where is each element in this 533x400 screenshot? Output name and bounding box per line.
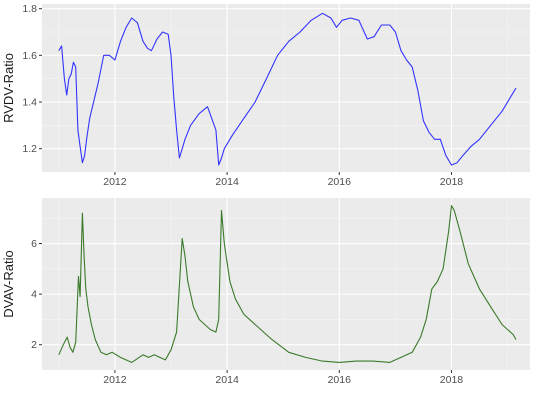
dvav-x-tick-label: 2012: [103, 374, 127, 386]
rvdv-y-axis-title: RVDV-Ratio: [1, 53, 16, 123]
dvav-series-line: [58, 205, 517, 363]
dvav-x-tick-label: 2018: [440, 374, 464, 386]
rvdv-y-tick-label: 1.6: [22, 50, 37, 62]
dvav-y-tick-label: 4: [31, 289, 37, 301]
rvdv-series-line: [58, 12, 517, 166]
dvav-y-tick-label: 6: [31, 238, 37, 250]
dvav-y-axis-title: DVAV-Ratio: [1, 250, 16, 317]
dvav-x-tick-label: 2016: [328, 374, 352, 386]
rvdv-x-tick-label: 2012: [103, 176, 127, 188]
rvdv-y-tick-label: 1.8: [22, 3, 37, 15]
dvav-ratio-panel: 2012 2014 2016 2018 2 4 6 DVAV-Ratio: [1, 198, 530, 386]
rvdv-y-tick-label: 1.2: [22, 143, 37, 155]
rvdv-x-tick-label: 2014: [215, 176, 239, 188]
rvdv-ratio-panel: 2012 2014 2016 2018 1.2 1.4 1.6 1.8 RVDV-Ratio: [1, 3, 530, 188]
dvav-y-tick-label: 2: [31, 339, 37, 351]
dvav-x-tick-label: 2014: [215, 374, 239, 386]
rvdv-x-tick-label: 2018: [440, 176, 464, 188]
rvdv-y-tick-label: 1.4: [22, 97, 37, 109]
rvdv-x-tick-label: 2016: [328, 176, 352, 188]
